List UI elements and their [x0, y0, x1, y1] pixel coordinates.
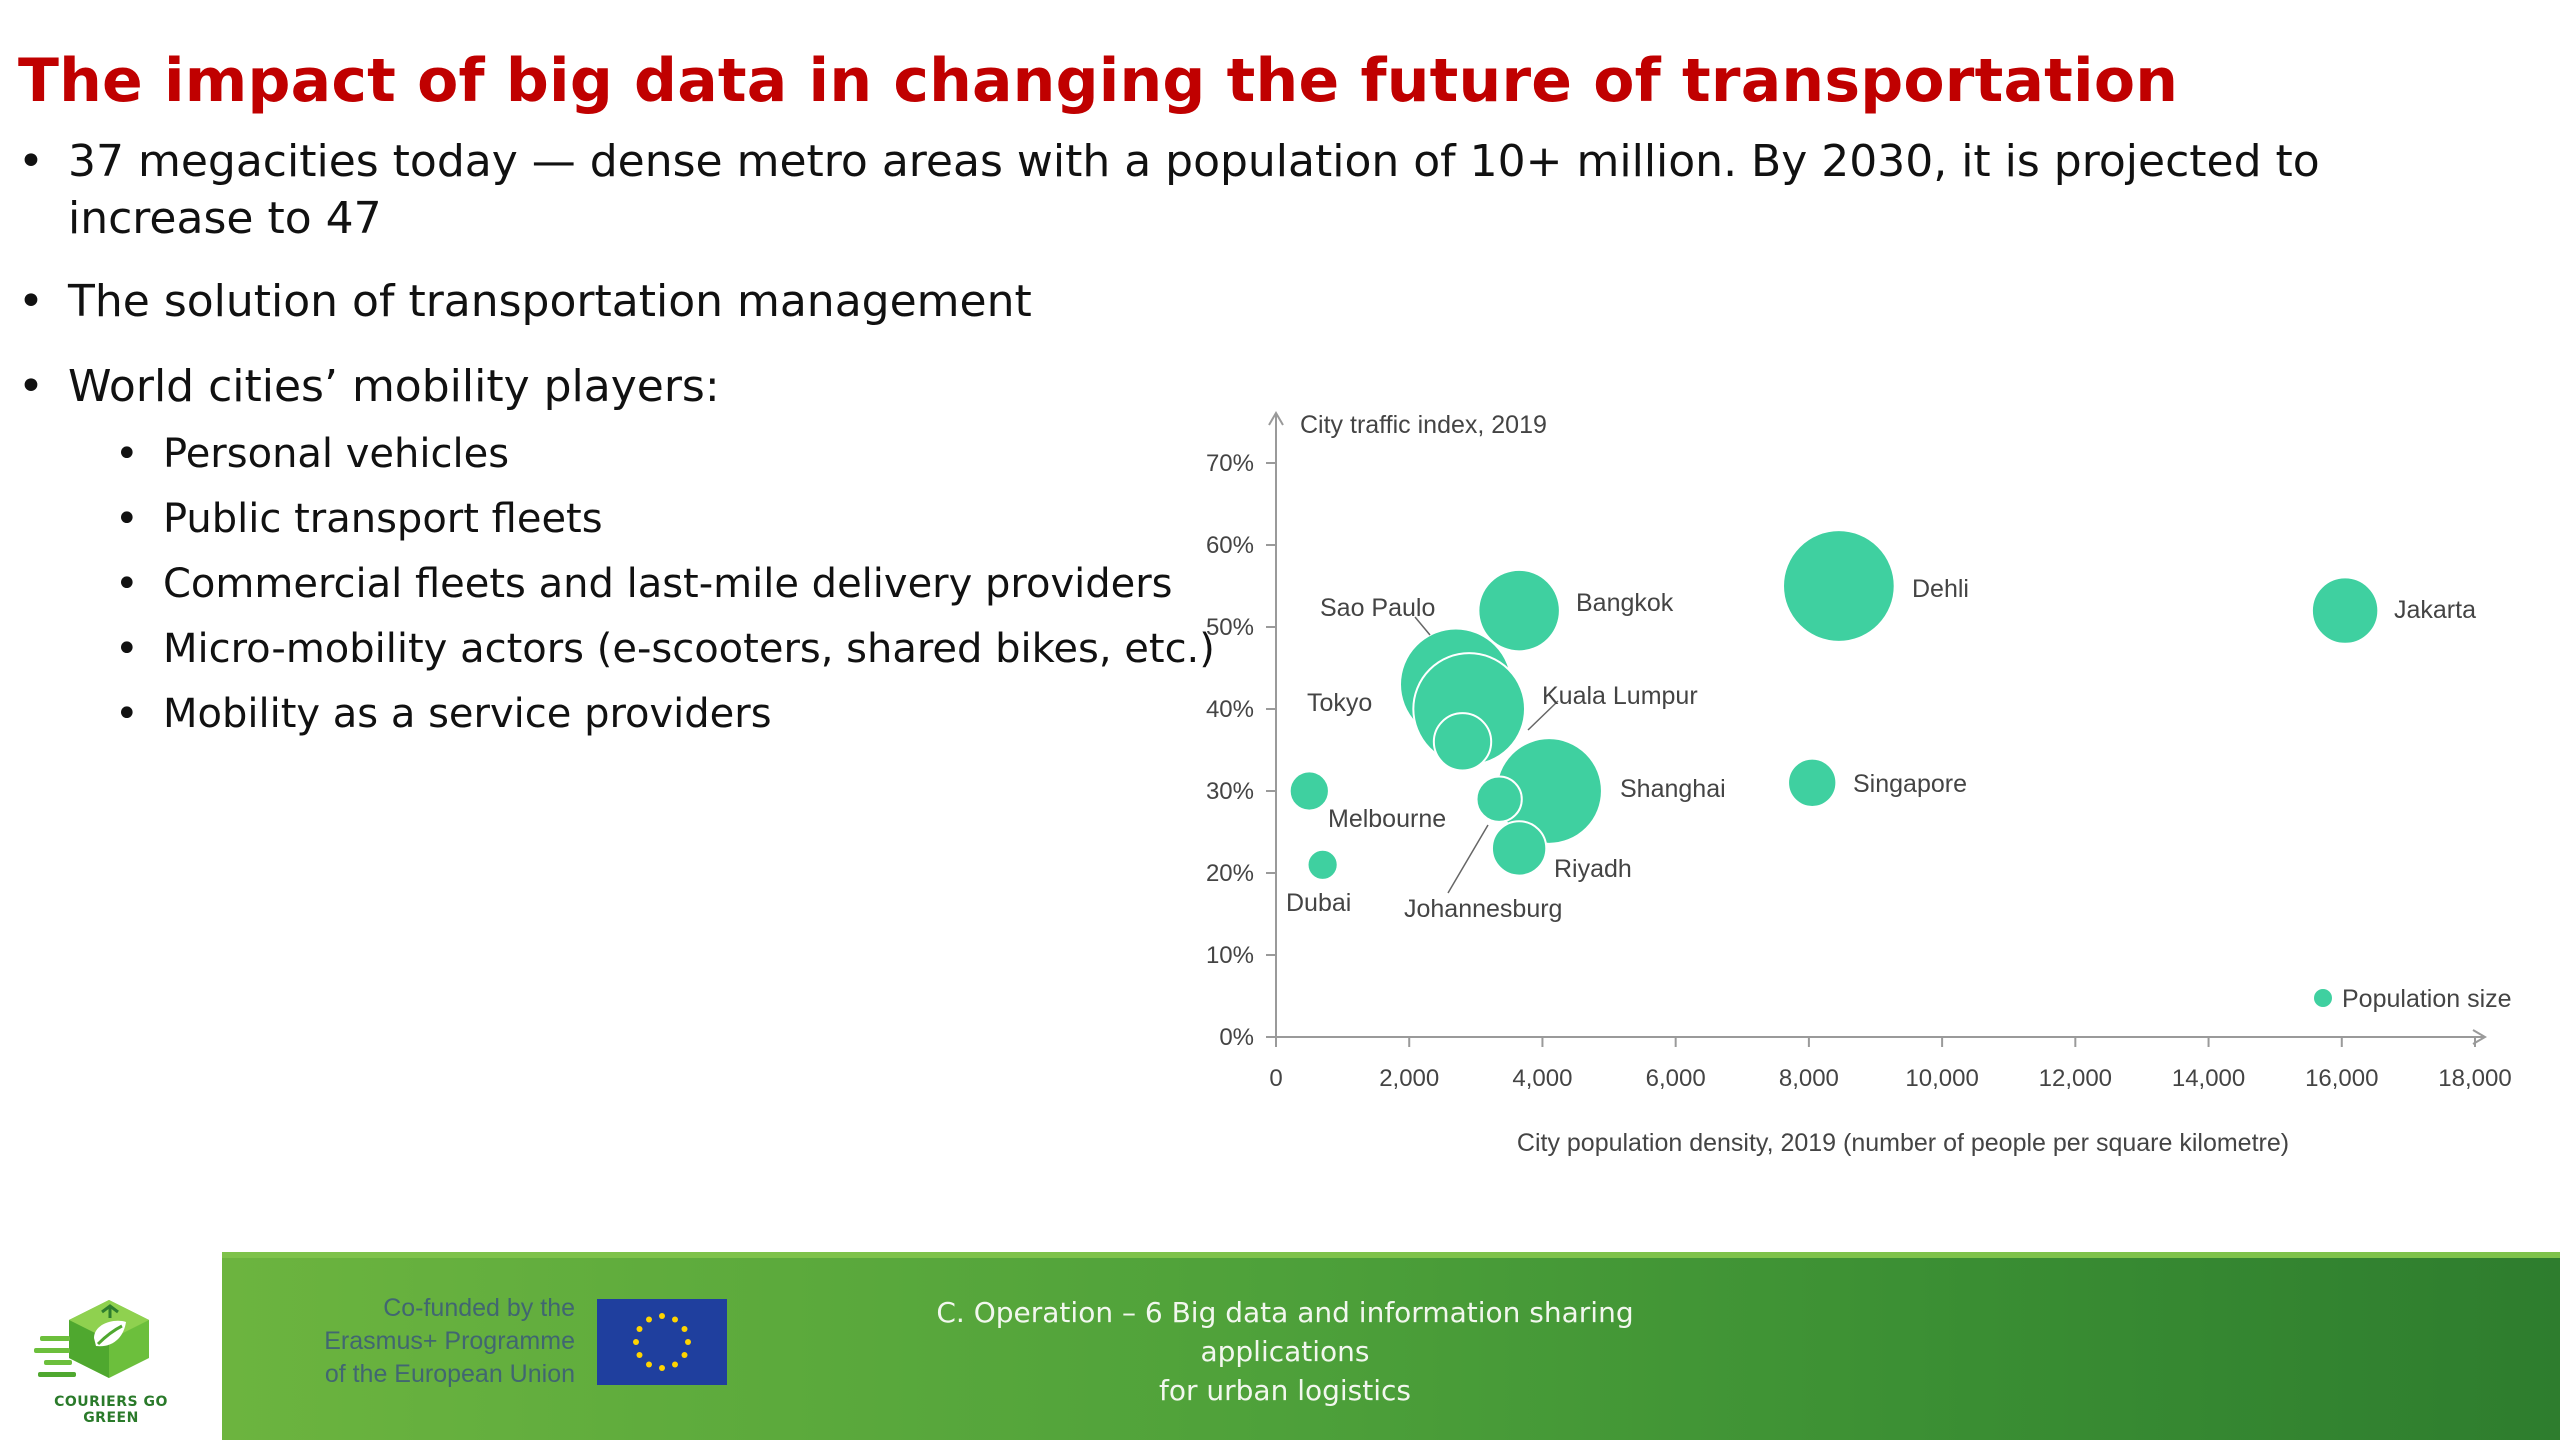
sub-bullet-micro-mobility: • Micro-mobility actors (e-scooters, sha… — [115, 624, 1215, 674]
sub-bullet-text: Micro-mobility actors (e-scooters, share… — [163, 626, 1215, 672]
x-tick-label: 2,000 — [1379, 1065, 1439, 1092]
footer-caption: C. Operation – 6 Big data and informatio… — [860, 1293, 1710, 1410]
bullet-dot: • — [18, 276, 44, 327]
x-axis-title: City population density, 2019 (number of… — [1517, 1129, 2289, 1157]
label-riyadh: Riyadh — [1554, 855, 1632, 883]
label-kuala-lumpur: Kuala Lumpur — [1542, 682, 1698, 710]
bullet-text: The solution of transportation managemen… — [68, 276, 1032, 327]
x-tick-label: 12,000 — [2039, 1065, 2112, 1092]
bullet-megacities: • 37 megacities today — dense metro area… — [18, 133, 2518, 247]
x-tick-label: 8,000 — [1779, 1065, 1839, 1092]
bubble-bangkok — [1477, 568, 1561, 653]
bubble-dubai — [1306, 848, 1339, 881]
x-tick-label: 16,000 — [2305, 1065, 2378, 1092]
x-tick-label: 18,000 — [2438, 1065, 2511, 1092]
label-tokyo: Tokyo — [1307, 689, 1372, 717]
legend-marker — [2314, 989, 2332, 1007]
sub-bullet-text: Public transport fleets — [163, 496, 603, 542]
y-tick-label: 20% — [1206, 860, 1254, 887]
bullet-text: 37 megacities today — dense metro areas … — [68, 136, 2320, 244]
bubble-kuala-lumpur — [1432, 712, 1493, 772]
footer-caption-line: C. Operation – 6 Big data and informatio… — [936, 1296, 1634, 1368]
y-axis-arrow — [1268, 411, 1284, 426]
y-axis-title: City traffic index, 2019 — [1300, 411, 1547, 439]
label-sao-paulo: Sao Paulo — [1320, 594, 1435, 622]
cofunded-text: Co-funded by the Erasmus+ Programme of t… — [280, 1292, 575, 1391]
y-tick-label: 50% — [1206, 614, 1254, 641]
label-melbourne: Melbourne — [1328, 805, 1446, 833]
y-tick-label: 10% — [1206, 942, 1254, 969]
x-tick-label: 10,000 — [1905, 1065, 1978, 1092]
sub-bullet-dot: • — [115, 691, 139, 737]
x-tick-label: 0 — [1269, 1065, 1282, 1092]
y-tick-label: 30% — [1206, 778, 1254, 805]
sub-bullet-dot: • — [115, 626, 139, 672]
sub-bullet-dot: • — [115, 431, 139, 477]
cofunded-line: Erasmus+ Programme — [324, 1327, 575, 1355]
leader-kuala-lumpur — [1527, 700, 1559, 731]
bubble-melbourne — [1288, 770, 1330, 812]
bubble-riyadh — [1490, 820, 1548, 877]
label-dehli: Dehli — [1912, 575, 1969, 603]
x-axis-arrow — [2472, 1029, 2487, 1045]
eu-flag-icon — [597, 1299, 727, 1385]
sub-bullet-public-transport: • Public transport fleets — [115, 494, 1175, 544]
slide-title: The impact of big data in changing the f… — [18, 46, 2179, 116]
y-tick-label: 60% — [1206, 532, 1254, 559]
label-shanghai: Shanghai — [1620, 775, 1726, 803]
couriers-go-green-logo — [34, 1300, 149, 1378]
cofunded-line: of the European Union — [324, 1360, 575, 1388]
footer-band — [222, 1252, 2560, 1440]
x-tick-label: 14,000 — [2172, 1065, 2245, 1092]
sub-bullet-commercial-fleets: • Commercial fleets and last-mile delive… — [115, 559, 1175, 609]
label-bangkok: Bangkok — [1576, 589, 1674, 617]
sub-bullet-text: Mobility as a service providers — [163, 691, 772, 737]
bullet-mobility-players: • World cities’ mobility players: — [18, 358, 2518, 415]
sub-bullet-text: Commercial fleets and last-mile delivery… — [163, 561, 1173, 607]
bubble-singapore — [1787, 757, 1838, 808]
sub-bullet-text: Personal vehicles — [163, 431, 510, 477]
leader-johannesburg — [1447, 824, 1489, 894]
label-jakarta: Jakarta — [2394, 596, 2476, 624]
bubble-jakarta — [2310, 576, 2380, 645]
bullet-dot: • — [18, 361, 44, 412]
bullet-text: World cities’ mobility players: — [68, 361, 720, 412]
bubble-dehli — [1782, 529, 1896, 643]
y-tick-label: 70% — [1206, 450, 1254, 477]
x-tick-label: 4,000 — [1512, 1065, 1572, 1092]
label-singapore: Singapore — [1853, 770, 1967, 798]
sub-bullet-maas: • Mobility as a service providers — [115, 689, 1175, 739]
bubble-chart: 0% 10% 20% 30% 40% 50% 60% 70% 0 2,000 4,000 6,000 8… — [1206, 411, 2512, 1157]
y-tick-label: 0% — [1219, 1024, 1254, 1051]
leader-sao-paulo — [1414, 616, 1431, 636]
bubble-johannesburg — [1475, 775, 1523, 823]
label-johannesburg: Johannesburg — [1404, 895, 1562, 923]
bullet-solution: • The solution of transportation managem… — [18, 273, 2518, 330]
sub-bullet-dot: • — [115, 496, 139, 542]
bullet-dot: • — [18, 136, 44, 187]
x-tick-label: 6,000 — [1646, 1065, 1706, 1092]
cofunded-line: Co-funded by the — [383, 1294, 575, 1322]
y-tick-label: 40% — [1206, 696, 1254, 723]
legend-label: Population size — [2342, 985, 2512, 1013]
footer: COURIERS GO GREEN Co-funded by the Erasm… — [0, 1252, 2560, 1440]
footer-caption-line: for urban logistics — [1158, 1374, 1412, 1407]
label-dubai: Dubai — [1286, 889, 1351, 917]
sub-bullet-personal-vehicles: • Personal vehicles — [115, 429, 1175, 479]
logo-text: COURIERS GO GREEN — [54, 1394, 168, 1426]
sub-bullet-dot: • — [115, 561, 139, 607]
